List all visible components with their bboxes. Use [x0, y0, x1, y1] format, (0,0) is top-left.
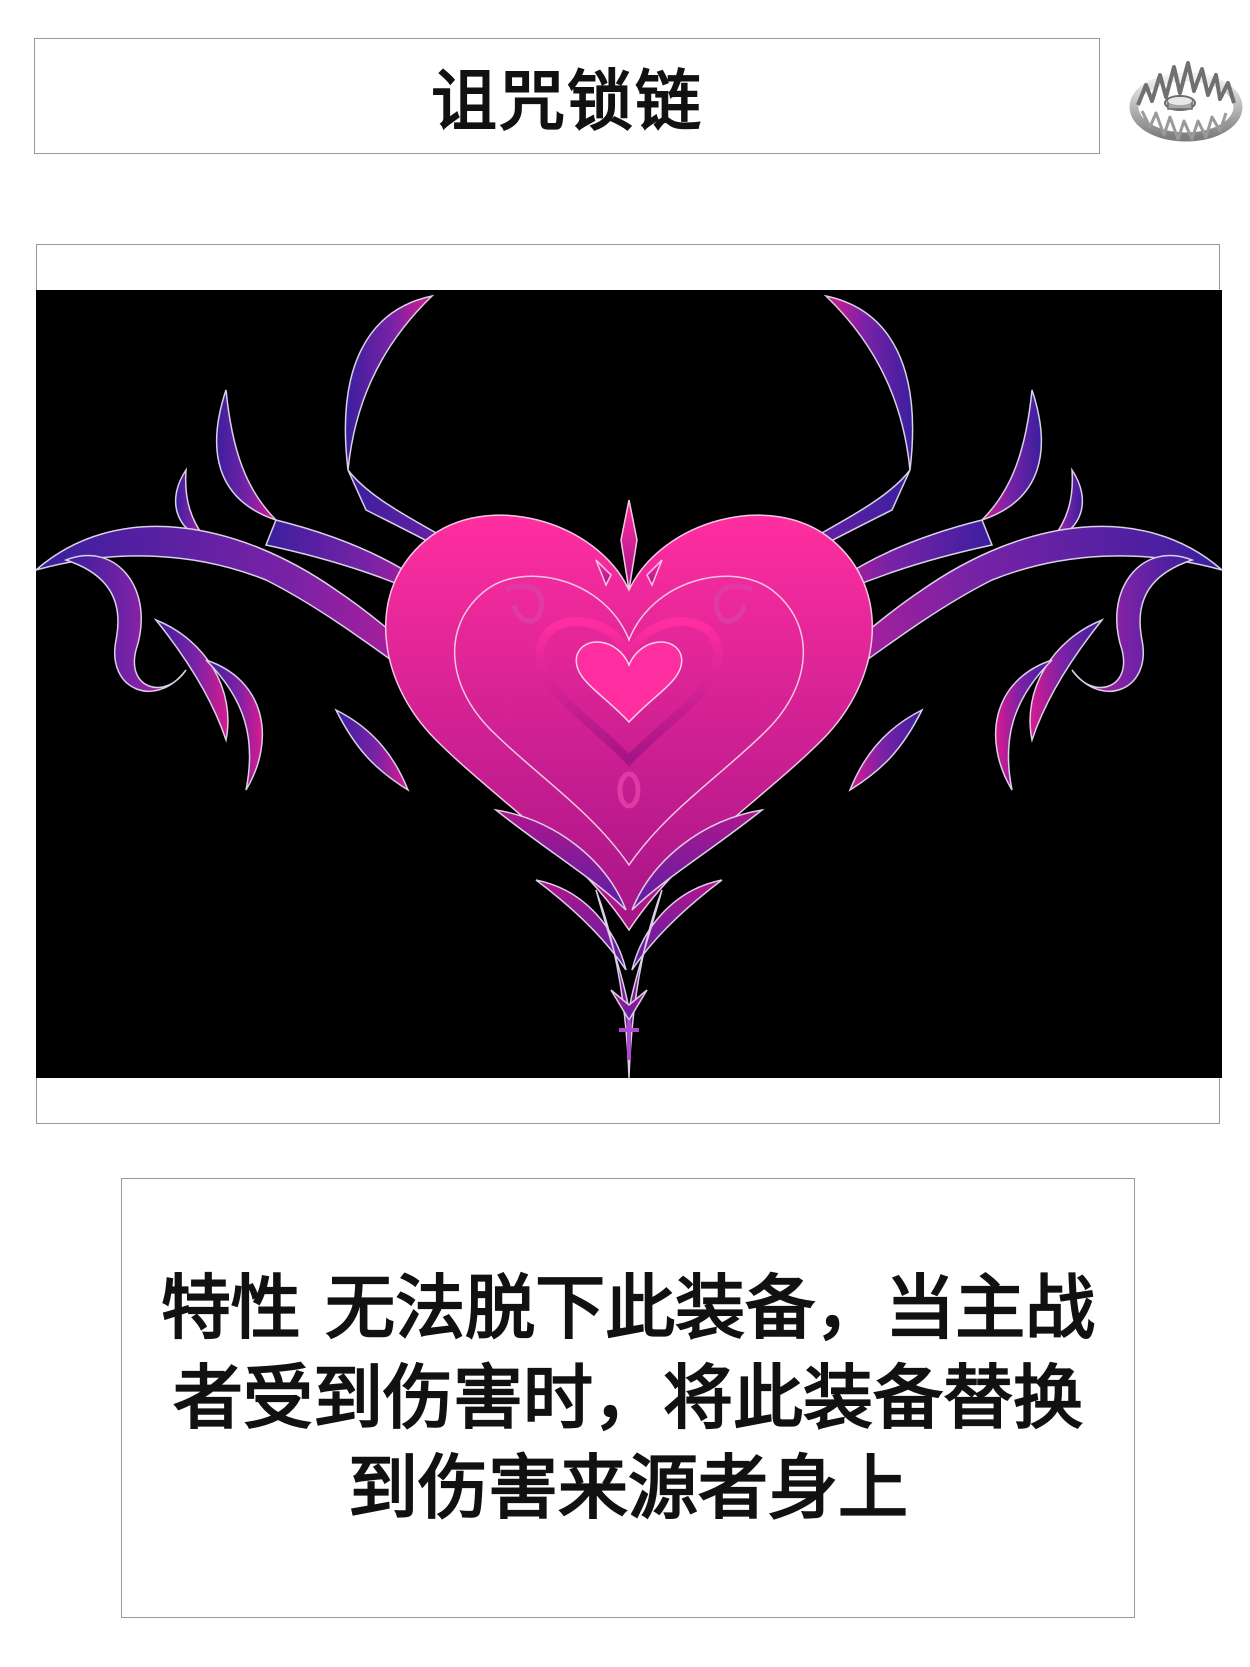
card-description-box: 特性 无法脱下此装备，当主战者受到伤害时，将此装备替换到伤害来源者身上	[121, 1178, 1135, 1618]
bear-trap-icon	[1128, 45, 1244, 147]
card-description: 特性 无法脱下此装备，当主战者受到伤害时，将此装备替换到伤害来源者身上	[160, 1267, 1096, 1529]
card-title-box: 诅咒锁链	[34, 38, 1100, 154]
card-title: 诅咒锁链	[431, 63, 703, 140]
tribal-heart-artwork	[36, 290, 1222, 1078]
